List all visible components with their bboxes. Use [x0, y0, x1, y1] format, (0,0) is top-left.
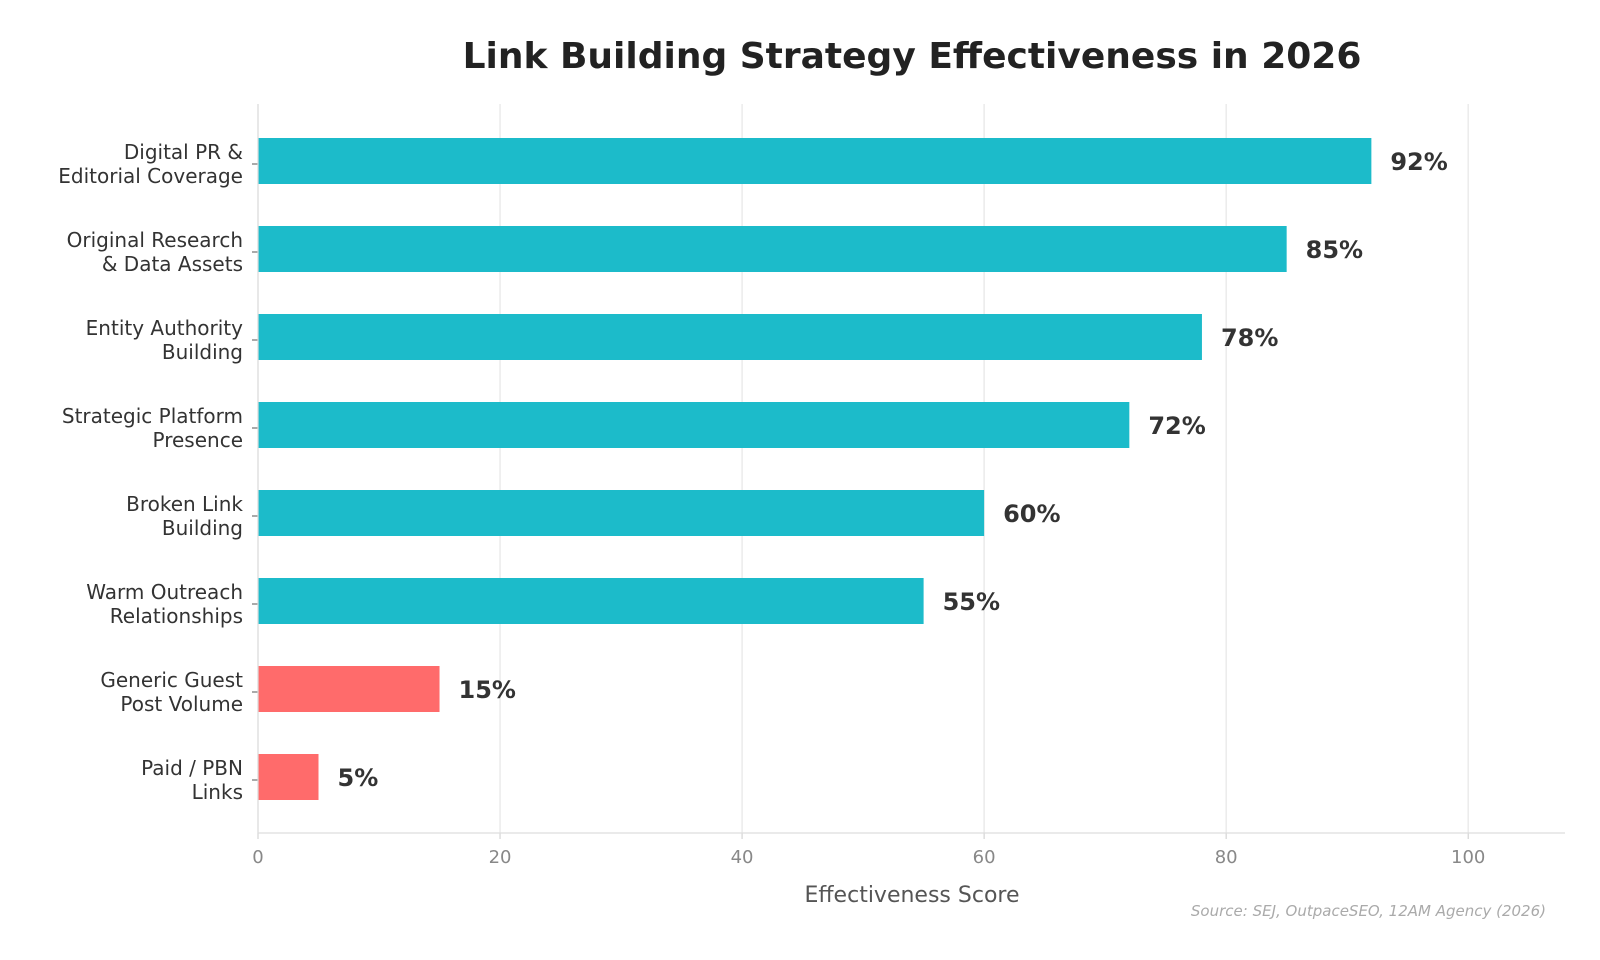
category-label-line: Editorial Coverage [58, 164, 243, 188]
category-labels: Digital PR & Editorial Coverage Original R… [58, 140, 258, 804]
x-tick-label-0: 0 [252, 847, 263, 868]
category-label-5: Broken Link Building [126, 492, 243, 540]
bar-1 [258, 138, 1372, 184]
category-label-8: Paid / PBN Links [141, 756, 243, 804]
bar-5 [258, 490, 985, 536]
category-label-line: Post Volume [120, 692, 243, 716]
x-axis: 0 20 40 60 80 100 [252, 104, 1565, 868]
x-tick-label-40: 40 [731, 847, 754, 868]
value-label-7: 15% [459, 676, 516, 704]
category-label-3: Entity Authority Building [86, 316, 243, 364]
bar-2 [258, 226, 1287, 272]
category-label-line: Paid / PBN [141, 756, 243, 780]
x-tick-label-60: 60 [973, 847, 996, 868]
category-label-line: Presence [153, 428, 244, 452]
category-label-line: & Data Assets [102, 252, 243, 276]
value-label-3: 78% [1221, 324, 1278, 352]
category-label-line: Generic Guest [100, 668, 243, 692]
bar-3 [258, 314, 1202, 360]
category-label-line: Entity Authority [86, 316, 243, 340]
value-labels: 92% 85% 78% 72% 60% 55% 15% 5% [338, 148, 1448, 792]
bars [258, 138, 1372, 800]
category-label-line: Building [162, 516, 243, 540]
chart-title: Link Building Strategy Effectiveness in … [463, 36, 1362, 77]
source-note: Source: SEJ, OutpaceSEO, 12AM Agency (20… [1191, 902, 1546, 920]
value-label-8: 5% [338, 764, 379, 792]
x-tick-label-100: 100 [1451, 847, 1485, 868]
x-tick-label-20: 20 [489, 847, 512, 868]
category-label-line: Broken Link [126, 492, 243, 516]
category-label-line: Warm Outreach [86, 580, 243, 604]
value-label-2: 85% [1306, 236, 1363, 264]
category-label-line: Original Research [67, 228, 243, 252]
category-label-line: Links [192, 780, 243, 804]
category-label-line: Relationships [110, 604, 243, 628]
category-label-7: Generic Guest Post Volume [100, 668, 243, 716]
value-label-5: 60% [1003, 500, 1060, 528]
category-label-line: Digital PR & [124, 140, 243, 164]
value-label-1: 92% [1390, 148, 1447, 176]
bar-8 [258, 754, 319, 800]
category-label-line: Building [162, 340, 243, 364]
value-label-6: 55% [943, 588, 1000, 616]
gridlines [257, 104, 1469, 833]
value-label-4: 72% [1148, 412, 1205, 440]
x-axis-title: Effectiveness Score [805, 883, 1020, 908]
bar-4 [258, 402, 1130, 448]
category-label-2: Original Research & Data Assets [67, 228, 243, 276]
category-label-6: Warm Outreach Relationships [86, 580, 243, 628]
category-label-1: Digital PR & Editorial Coverage [58, 140, 243, 188]
category-label-4: Strategic Platform Presence [62, 404, 243, 452]
bar-6 [258, 578, 924, 624]
category-label-line: Strategic Platform [62, 404, 243, 428]
bar-7 [258, 666, 440, 712]
x-tick-label-80: 80 [1215, 847, 1238, 868]
